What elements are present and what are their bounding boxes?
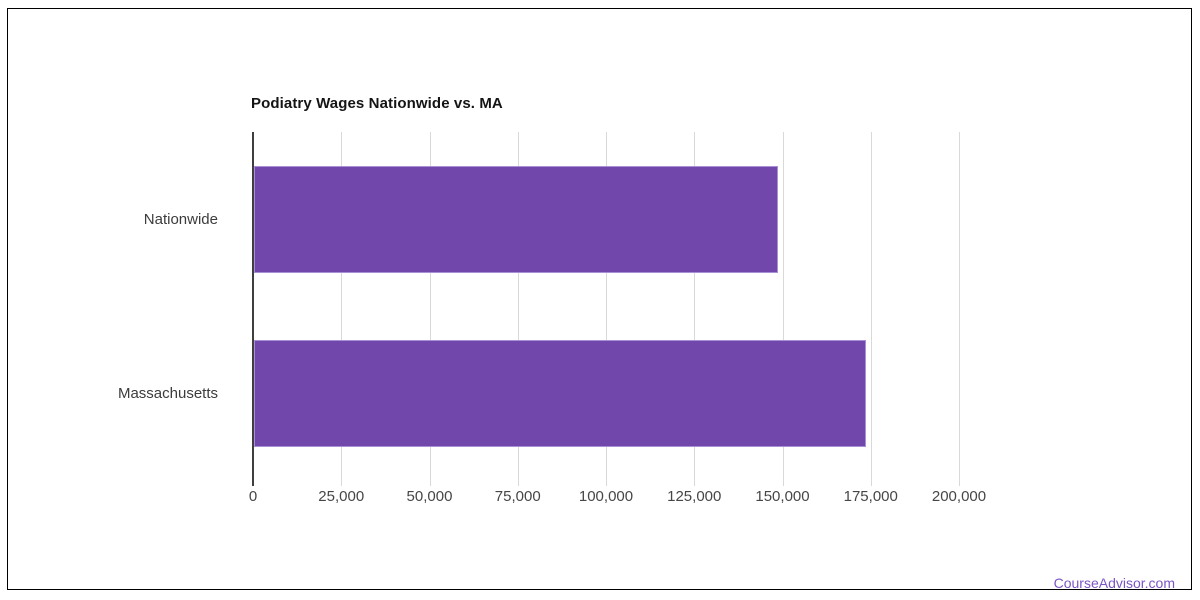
x-tick-label: 175,000 [843,488,898,505]
x-tick-label: 25,000 [318,488,365,505]
x-tick-label: 200,000 [931,488,987,505]
category-label-massachusetts: Massachusetts [117,384,218,402]
gridline [517,132,519,486]
category-label-nationwide: Nationwide [143,210,218,228]
x-tick-label: 75,000 [494,488,541,505]
gridline [694,132,696,486]
gridline [959,132,960,486]
chart-title: Podiatry Wages Nationwide vs. MA [251,95,503,112]
x-tick-label: 125,000 [667,488,722,505]
x-tick-label: 150,000 [755,488,810,505]
x-tick-label: 50,000 [406,488,453,505]
gridline [782,132,784,486]
x-tick-label: 0 [248,488,258,505]
bar-massachusetts [254,340,866,447]
x-tick-label: 100,000 [578,488,634,505]
bar-nationwide [254,166,778,273]
chart-frame: Podiatry Wages Nationwide vs. MA 0 25,000… [7,8,1192,591]
plot-area [252,132,960,486]
courseadvisor-link[interactable]: CourseAdvisor.com [1053,575,1175,591]
gridline [341,132,343,486]
gridline [606,132,607,486]
gridline [870,132,872,486]
y-axis-line [252,132,254,486]
gridline [429,132,431,486]
